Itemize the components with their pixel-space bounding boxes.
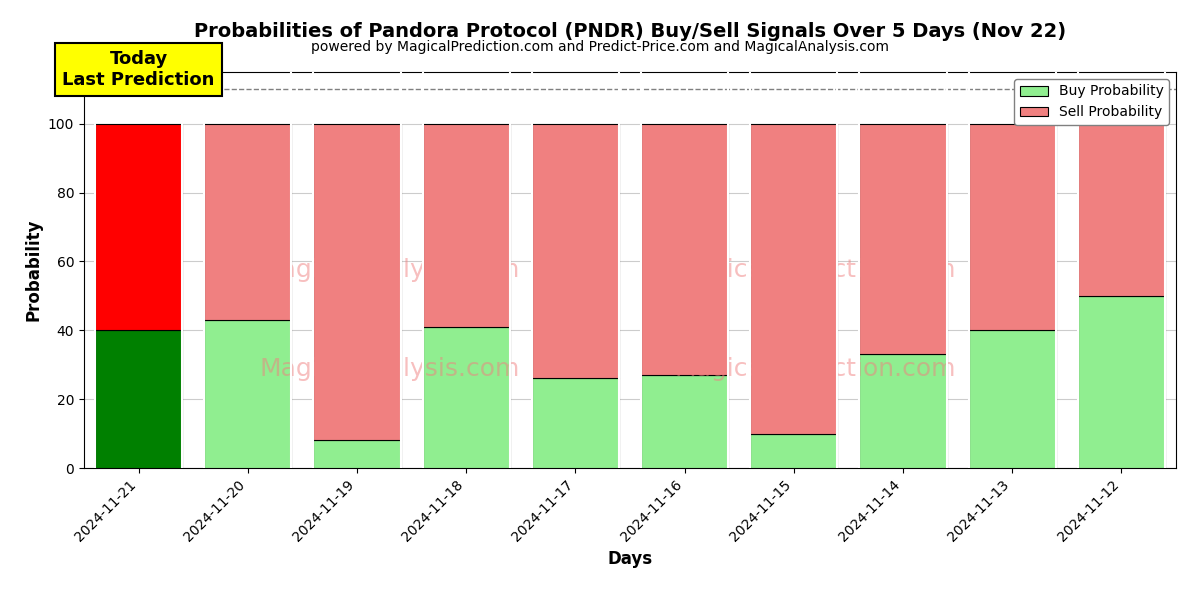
Bar: [968, 124, 1056, 330]
Bar: [95, 124, 182, 330]
Title: Probabilities of Pandora Protocol (PNDR) Buy/Sell Signals Over 5 Days (Nov 22): Probabilities of Pandora Protocol (PNDR)…: [194, 22, 1066, 41]
Bar: [204, 320, 292, 468]
Text: MagicalPrediction.com: MagicalPrediction.com: [674, 258, 956, 282]
Text: MagicalAnalysis.com: MagicalAnalysis.com: [259, 357, 520, 381]
Bar: [968, 330, 1056, 468]
Bar: [641, 375, 728, 468]
Legend: Buy Probability, Sell Probability: Buy Probability, Sell Probability: [1014, 79, 1169, 125]
Y-axis label: Probability: Probability: [24, 219, 42, 321]
Bar: [859, 355, 947, 468]
Bar: [204, 124, 292, 320]
Bar: [532, 379, 619, 468]
Bar: [750, 434, 838, 468]
Bar: [422, 327, 510, 468]
Bar: [313, 124, 401, 440]
Text: Today
Last Prediction: Today Last Prediction: [62, 50, 215, 89]
Text: MagicalAnalysis.com: MagicalAnalysis.com: [259, 258, 520, 282]
Bar: [641, 124, 728, 375]
Text: MagicalPrediction.com: MagicalPrediction.com: [674, 357, 956, 381]
Bar: [422, 124, 510, 327]
X-axis label: Days: Days: [607, 550, 653, 568]
Bar: [1078, 296, 1165, 468]
Bar: [750, 124, 838, 434]
Bar: [95, 330, 182, 468]
Bar: [859, 124, 947, 355]
Text: powered by MagicalPrediction.com and Predict-Price.com and MagicalAnalysis.com: powered by MagicalPrediction.com and Pre…: [311, 40, 889, 54]
Bar: [313, 440, 401, 468]
Bar: [532, 124, 619, 379]
Bar: [1078, 124, 1165, 296]
